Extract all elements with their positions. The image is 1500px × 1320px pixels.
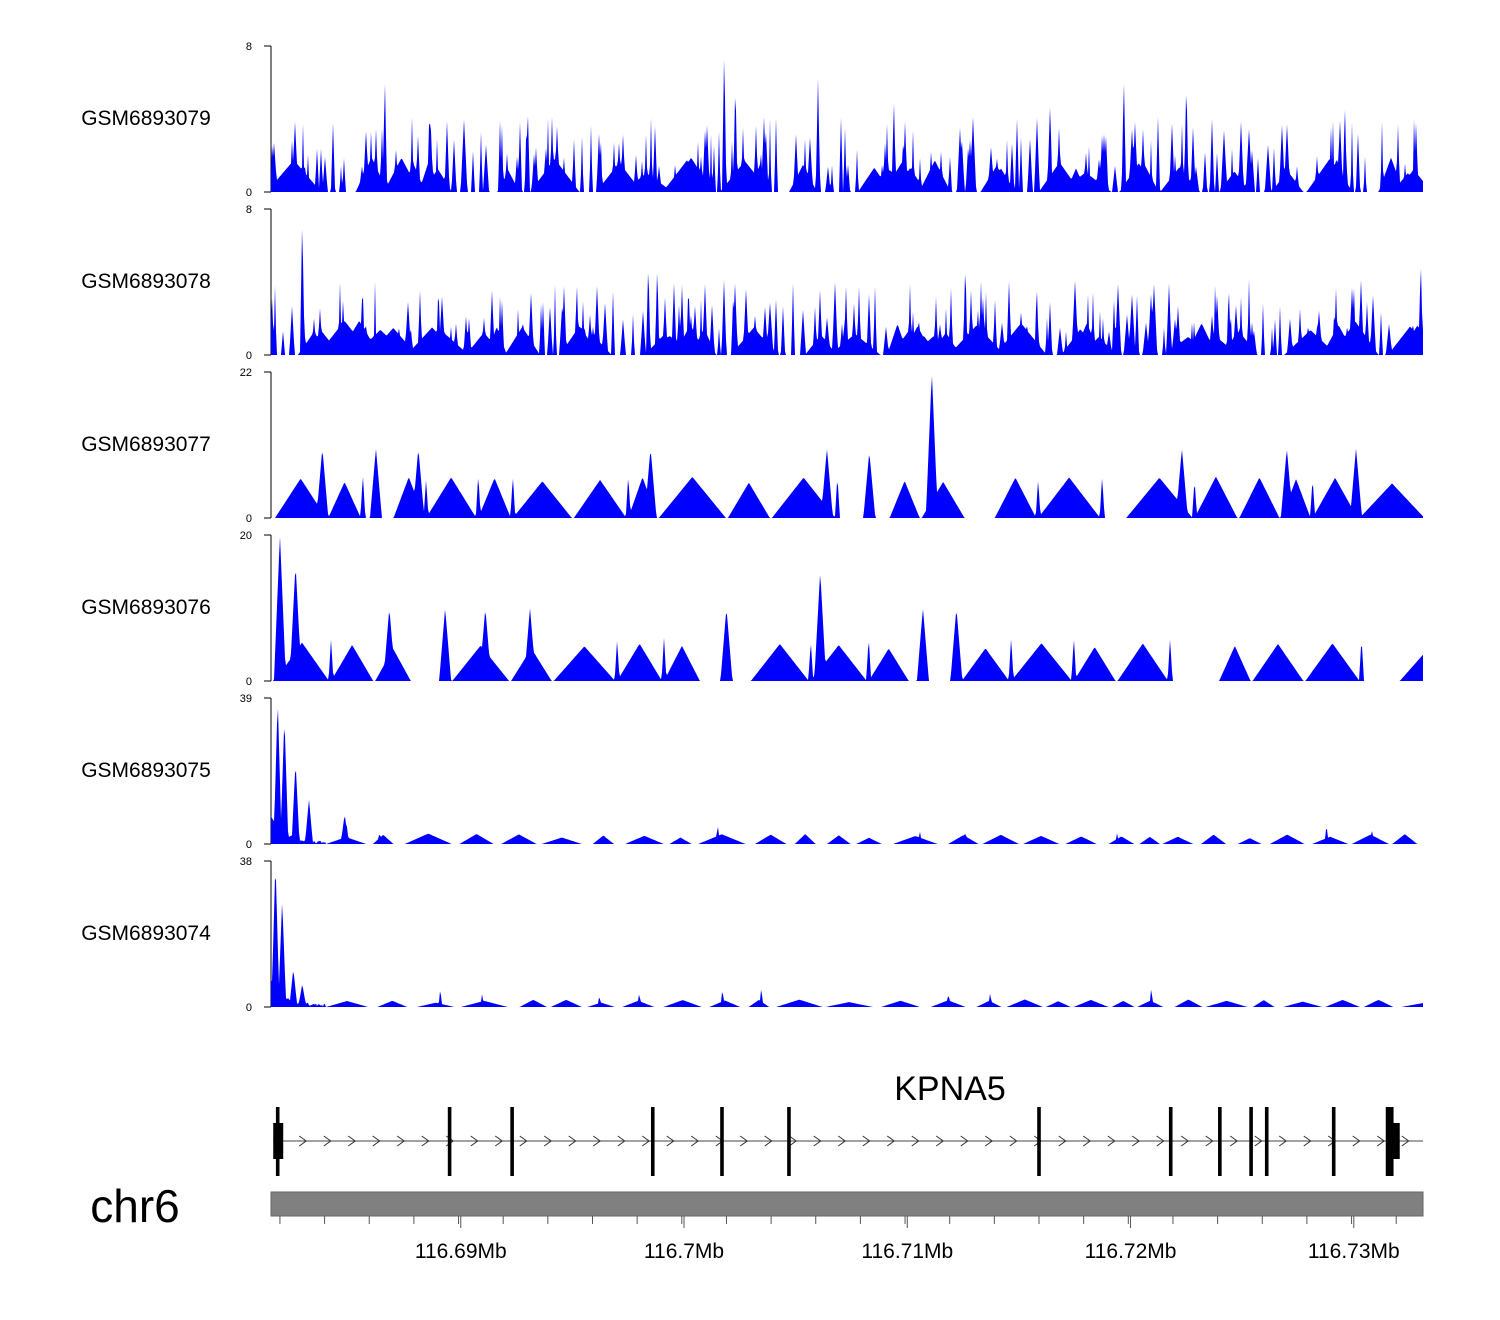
exon xyxy=(1218,1107,1222,1176)
strand-arrow xyxy=(1082,1135,1092,1147)
utr-block xyxy=(1389,1123,1400,1159)
strand-arrow xyxy=(960,1135,969,1147)
strand-arrow xyxy=(470,1135,479,1147)
strand-arrow xyxy=(396,1135,406,1147)
exon xyxy=(1385,1107,1392,1176)
signal-area xyxy=(271,878,1423,1007)
gene-track: KPNA5 xyxy=(273,1070,1423,1176)
strand-arrow xyxy=(788,1135,798,1147)
x-tick-label: 116.69Mb xyxy=(415,1240,507,1263)
track-GSM6893078: GSM6893078 8 0 xyxy=(81,204,1423,362)
track-GSM6893075: GSM6893075 39 0 xyxy=(81,693,1423,851)
track-GSM6893077: GSM6893077 22 0 xyxy=(81,367,1423,525)
strand-arrow xyxy=(1401,1135,1410,1147)
strand-arrow xyxy=(666,1135,675,1147)
strand-arrow xyxy=(764,1135,773,1147)
strand-arrow xyxy=(837,1135,847,1147)
y-min-label: 0 xyxy=(246,513,252,525)
y-max-label: 39 xyxy=(240,693,252,705)
exon xyxy=(720,1107,724,1176)
exon xyxy=(1249,1107,1253,1176)
strand-arrow xyxy=(1352,1135,1361,1147)
chromosome-label: chr6 xyxy=(90,1180,179,1232)
y-max-label: 8 xyxy=(246,204,252,216)
strand-arrow xyxy=(494,1135,504,1147)
strand-arrow xyxy=(1303,1135,1312,1147)
strand-arrow xyxy=(690,1135,700,1147)
track-label: GSM6893079 xyxy=(81,107,211,130)
chromosome-bar xyxy=(270,1191,1424,1217)
exon xyxy=(1168,1107,1173,1176)
strand-arrow xyxy=(1107,1135,1116,1147)
strand-arrow xyxy=(543,1135,553,1147)
strand-arrow xyxy=(1278,1135,1288,1147)
x-tick-label: 116.73Mb xyxy=(1308,1240,1400,1263)
strand-arrow xyxy=(1131,1135,1141,1147)
y-max-label: 20 xyxy=(240,530,252,542)
strand-arrow xyxy=(641,1135,651,1147)
strand-arrow xyxy=(1033,1135,1043,1147)
y-max-label: 8 xyxy=(246,41,252,53)
strand-arrow xyxy=(347,1135,357,1147)
signal-area xyxy=(271,376,1423,518)
y-max-label: 22 xyxy=(240,367,252,379)
exon xyxy=(1331,1107,1336,1176)
strand-arrow xyxy=(911,1135,920,1147)
strand-arrow xyxy=(1229,1135,1239,1147)
x-tick-label: 116.71Mb xyxy=(861,1240,953,1263)
strand-arrow xyxy=(935,1135,945,1147)
track-GSM6893074: GSM6893074 38 0 xyxy=(81,856,1423,1014)
signal-area xyxy=(271,709,1423,844)
strand-arrow xyxy=(298,1135,308,1147)
strand-arrow xyxy=(323,1135,332,1147)
track-label: GSM6893075 xyxy=(81,759,211,782)
y-min-label: 0 xyxy=(246,676,252,688)
exon xyxy=(510,1107,514,1176)
strand-arrow xyxy=(617,1135,626,1147)
track-GSM6893076: GSM6893076 20 0 xyxy=(81,530,1423,688)
strand-arrow xyxy=(1156,1135,1165,1147)
strand-arrow xyxy=(1180,1135,1190,1147)
x-tick-label: 116.7Mb xyxy=(644,1240,724,1263)
strand-arrow xyxy=(372,1135,381,1147)
signal-area xyxy=(271,59,1423,193)
strand-arrow xyxy=(421,1135,430,1147)
track-GSM6893079: GSM6893079 8 0 xyxy=(81,41,1423,199)
strand-arrow xyxy=(886,1135,896,1147)
strand-arrow xyxy=(984,1135,994,1147)
signal-area xyxy=(271,229,1423,355)
strand-arrow xyxy=(592,1135,602,1147)
strand-arrow xyxy=(739,1135,749,1147)
exon xyxy=(650,1107,655,1176)
genome-axis: chr6 116.69Mb 116.7Mb 116.71Mb 116.72Mb 116.… xyxy=(90,1180,1424,1263)
y-max-label: 38 xyxy=(240,856,252,868)
strand-arrow xyxy=(1205,1135,1214,1147)
exon xyxy=(447,1107,452,1176)
strand-arrow xyxy=(1376,1135,1386,1147)
strand-arrow xyxy=(1254,1135,1263,1147)
strand-arrow xyxy=(813,1135,822,1147)
y-min-label: 0 xyxy=(246,839,252,851)
track-label: GSM6893076 xyxy=(81,596,211,619)
utr-block xyxy=(273,1123,284,1159)
strand-arrow xyxy=(568,1135,577,1147)
signal-area xyxy=(271,536,1423,681)
strand-arrow xyxy=(519,1135,528,1147)
track-label: GSM6893078 xyxy=(81,270,211,293)
exon xyxy=(1264,1107,1269,1176)
signal-tracks: GSM689307980GSM689307880GSM6893077220GSM… xyxy=(81,41,1423,1014)
x-tick-label: 116.72Mb xyxy=(1085,1240,1177,1263)
y-min-label: 0 xyxy=(246,1002,252,1014)
strand-arrow xyxy=(1058,1135,1067,1147)
exon xyxy=(1037,1107,1041,1176)
y-min-label: 0 xyxy=(246,187,252,199)
track-label: GSM6893074 xyxy=(81,922,211,945)
exon xyxy=(787,1107,791,1176)
y-min-label: 0 xyxy=(246,350,252,362)
strand-arrow xyxy=(862,1135,871,1147)
gene-name-label: KPNA5 xyxy=(894,1070,1006,1108)
track-label: GSM6893077 xyxy=(81,433,211,456)
strand-arrow xyxy=(1009,1135,1018,1147)
